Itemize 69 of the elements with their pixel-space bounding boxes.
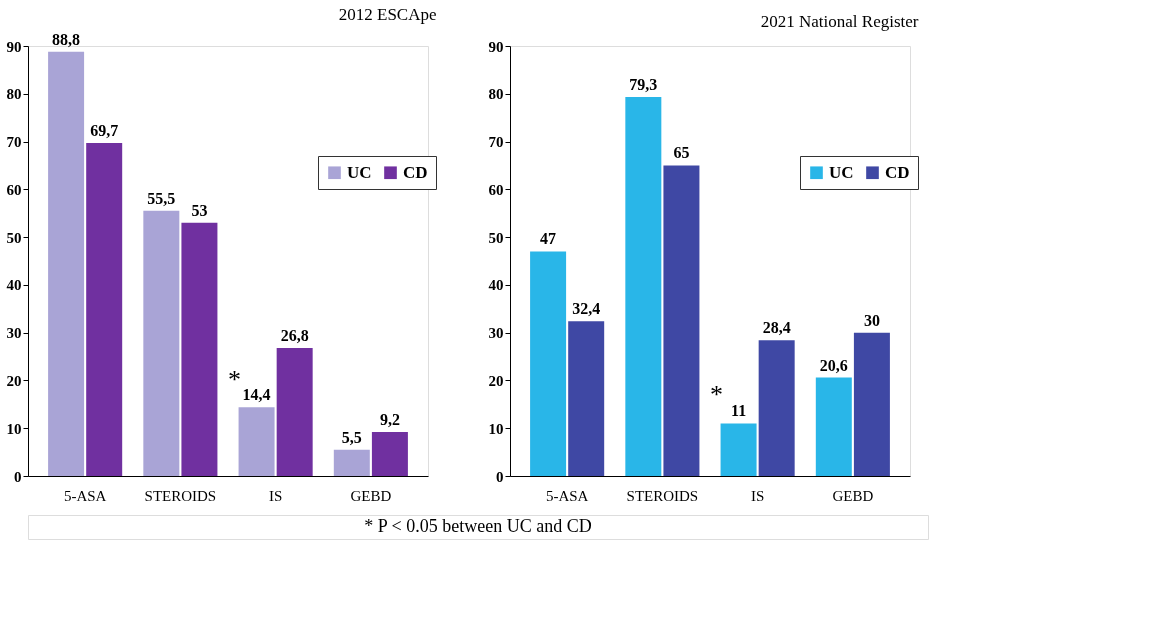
chart-title: 2012 ESCApe	[338, 4, 437, 24]
bar	[238, 407, 275, 476]
legend-label: UC	[829, 162, 854, 182]
bar	[815, 377, 852, 476]
legend-label: UC	[347, 162, 372, 182]
annotation: *	[710, 379, 724, 409]
data-label: 26,8	[280, 326, 309, 344]
data-label: 69,7	[90, 121, 119, 139]
y-tick-label: 30	[6, 325, 22, 342]
bar	[48, 51, 85, 476]
data-label: 88,8	[52, 30, 81, 48]
data-label: 28,4	[762, 319, 791, 337]
bar	[333, 449, 370, 476]
y-tick-label: 0	[496, 468, 504, 485]
annotation: *	[228, 365, 242, 395]
data-label: 5,5	[341, 428, 362, 446]
x-tick-label: STEROIDS	[144, 487, 217, 504]
y-tick-label: 20	[6, 372, 22, 389]
bar	[181, 222, 218, 476]
data-label: 14,4	[242, 386, 271, 404]
data-label: 30	[863, 311, 880, 329]
x-tick-label: STEROIDS	[626, 487, 699, 504]
data-label: 65	[673, 144, 690, 162]
bar	[371, 432, 408, 476]
y-tick-label: 40	[488, 277, 504, 294]
bar	[853, 332, 890, 476]
y-tick-label: 50	[488, 229, 504, 246]
x-tick-label: IS	[268, 487, 283, 504]
bar	[86, 142, 123, 476]
y-tick-label: 80	[488, 86, 504, 103]
data-label: 79,3	[629, 76, 658, 94]
bar	[625, 97, 662, 476]
data-label: 53	[191, 201, 208, 219]
x-tick-label: GEBD	[832, 487, 874, 504]
data-label: 20,6	[819, 356, 848, 374]
y-tick-label: 10	[488, 420, 504, 437]
x-tick-label: 5-ASA	[545, 487, 589, 504]
y-tick-label: 90	[6, 38, 22, 55]
legend-label: CD	[403, 162, 428, 182]
legend-label: CD	[885, 162, 910, 182]
chart-title: 2021 National Register	[760, 12, 919, 31]
bar	[568, 321, 605, 476]
bar	[530, 251, 567, 476]
y-tick-label: 70	[6, 134, 22, 151]
x-tick-label: 5-ASA	[63, 487, 107, 504]
y-tick-label: 60	[6, 181, 22, 198]
y-tick-label: 30	[488, 325, 504, 342]
y-tick-label: 70	[488, 134, 504, 151]
y-tick-label: 20	[488, 372, 504, 389]
y-tick-label: 50	[6, 229, 22, 246]
data-label: 55,5	[147, 189, 176, 207]
x-tick-label: IS	[750, 487, 765, 504]
text: * P < 0.05 between UC and CD	[364, 516, 592, 536]
y-tick-label: 90	[488, 38, 504, 55]
bar	[758, 340, 795, 476]
data-label: 9,2	[379, 411, 400, 429]
y-tick-label: 40	[6, 277, 22, 294]
data-label: 47	[540, 230, 557, 248]
bar	[663, 165, 700, 476]
bar	[143, 210, 180, 476]
y-tick-label: 80	[6, 86, 22, 103]
data-label: 32,4	[572, 300, 601, 318]
data-label: 11	[731, 402, 747, 420]
y-tick-label: 60	[488, 181, 504, 198]
x-tick-label: GEBD	[350, 487, 392, 504]
y-tick-label: 0	[14, 468, 22, 485]
y-tick-label: 10	[6, 420, 22, 437]
bar	[720, 423, 757, 476]
bar	[276, 347, 313, 476]
